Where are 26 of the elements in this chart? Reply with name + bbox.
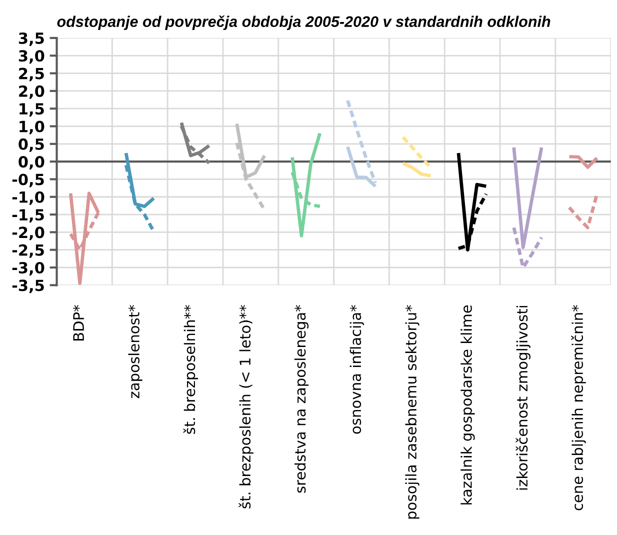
- x-tick-label: št. brezposelnih**: [183, 305, 198, 434]
- x-tick-label: kazalnik gospodarske klime: [460, 305, 475, 504]
- x-tick-label: cene rabljenih nepremičnin*: [571, 305, 586, 510]
- y-tick-label: -1,5: [12, 209, 44, 223]
- y-tick-label: -3,5: [12, 280, 44, 294]
- y-tick-label: -2,5: [12, 244, 44, 258]
- y-tick-label: 0,5: [18, 138, 44, 152]
- x-tick-label: št. brezposlenih (< 1 leto)**: [238, 305, 254, 508]
- chart-title: odstopanje od povprečja obdobja 2005-2020 v standardnih odklonih: [57, 15, 550, 30]
- y-tick-label: 0,0: [18, 156, 44, 170]
- y-tick-label: -2,0: [12, 226, 44, 240]
- y-tick-label: 1,0: [20, 120, 44, 134]
- y-tick-label: -1,0: [12, 191, 44, 205]
- y-tick-label: -0,5: [12, 174, 44, 188]
- x-tick-label: BDP*: [73, 305, 84, 340]
- x-tick-label: izkoriščenost zmogljivosti: [516, 306, 530, 490]
- y-tick-label: 1,5: [20, 103, 44, 117]
- y-tick-label: 2,5: [19, 68, 44, 82]
- y-tick-label: 3,5: [18, 32, 44, 46]
- x-tick-label: osnovna inflacija*: [350, 305, 364, 434]
- y-tick-label: 3,0: [18, 50, 44, 64]
- x-tick-label: zaposlenost*: [128, 305, 142, 398]
- y-tick-label: 2,0: [19, 85, 44, 99]
- x-tick-label: posojila zasebnemu sektorju*: [405, 305, 420, 519]
- y-tick-label: -3,0: [12, 262, 44, 276]
- x-tick-label: sredstva na zaposlenega*: [294, 305, 309, 493]
